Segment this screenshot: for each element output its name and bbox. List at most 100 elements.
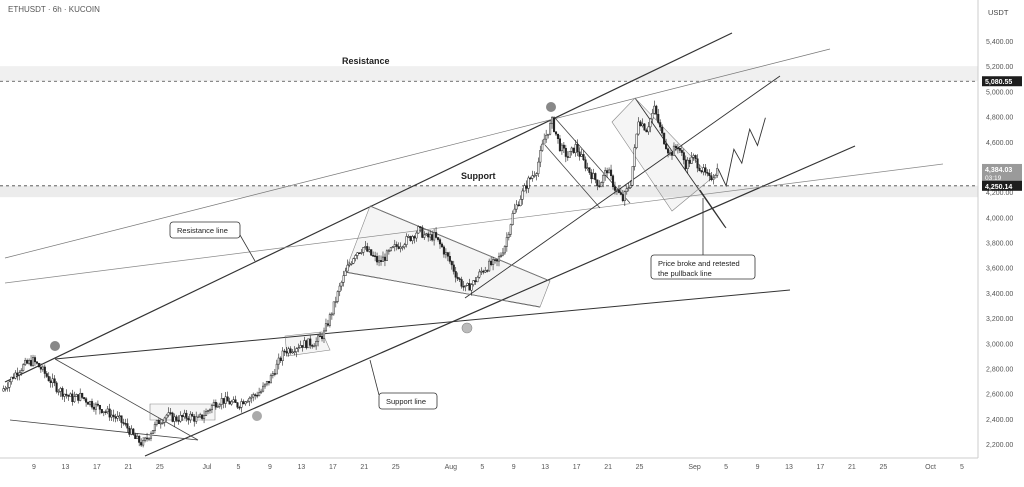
candle bbox=[452, 264, 455, 272]
candle bbox=[244, 401, 247, 405]
candle bbox=[446, 252, 449, 257]
candle bbox=[385, 250, 388, 261]
candle bbox=[566, 156, 569, 158]
candle bbox=[161, 422, 164, 424]
candle bbox=[435, 232, 438, 238]
candle bbox=[456, 276, 459, 279]
candle bbox=[423, 234, 426, 238]
candle bbox=[509, 224, 512, 235]
time-axis[interactable]: 9 13 17 21 25 Jul 5 9 13 17 21 25 Aug 5 9 13 17 21 25 Sep 5 9… bbox=[0, 457, 978, 471]
candle bbox=[116, 416, 119, 419]
candle bbox=[667, 148, 670, 154]
x-tick-label: 5 bbox=[724, 464, 728, 471]
candle bbox=[490, 260, 493, 266]
candle bbox=[43, 366, 46, 374]
candle bbox=[515, 204, 518, 210]
candle bbox=[684, 159, 687, 169]
candle bbox=[572, 147, 575, 154]
candle bbox=[692, 155, 695, 158]
candle bbox=[372, 254, 375, 257]
candle bbox=[222, 398, 225, 404]
candle bbox=[57, 391, 60, 393]
candle bbox=[568, 151, 571, 158]
thin-middle-line bbox=[4, 163, 944, 284]
candle bbox=[507, 233, 510, 238]
candle bbox=[588, 167, 591, 173]
candle bbox=[67, 395, 70, 397]
candle bbox=[37, 363, 40, 368]
candle bbox=[206, 410, 210, 412]
candle bbox=[248, 397, 251, 402]
price-axis[interactable]: USDT 2,200.00 2,400.00 2,600.00 2,800.00 3,00… bbox=[977, 0, 1024, 482]
wedge-pattern bbox=[344, 205, 551, 308]
candle bbox=[85, 398, 88, 403]
flag-left-upper bbox=[554, 117, 631, 204]
candle bbox=[619, 192, 622, 195]
candle bbox=[505, 237, 508, 247]
candle bbox=[462, 286, 465, 288]
candle bbox=[140, 442, 143, 446]
candle bbox=[403, 244, 406, 248]
candle bbox=[319, 335, 322, 338]
candle bbox=[419, 226, 422, 228]
candle bbox=[450, 261, 453, 266]
candle bbox=[193, 416, 196, 422]
candle bbox=[696, 158, 699, 169]
candle bbox=[147, 437, 151, 440]
currency-label: USDT bbox=[988, 8, 1009, 17]
resistance-line-callout-text: Resistance line bbox=[177, 226, 228, 235]
candle bbox=[232, 399, 235, 403]
price-tag bbox=[982, 76, 1022, 87]
candle bbox=[513, 208, 516, 214]
y-tick-label: 5,000.00 bbox=[986, 89, 1013, 96]
candle bbox=[151, 430, 154, 434]
candle bbox=[364, 246, 367, 248]
candle bbox=[49, 380, 52, 383]
candle bbox=[212, 402, 215, 406]
candle bbox=[592, 173, 595, 180]
resistance-zone bbox=[0, 66, 978, 82]
candle bbox=[110, 414, 113, 418]
candle bbox=[511, 213, 514, 225]
candle bbox=[556, 133, 560, 140]
candle bbox=[256, 394, 259, 397]
candle bbox=[478, 271, 481, 278]
lower-channel-line bbox=[144, 145, 856, 457]
candle bbox=[69, 393, 72, 397]
candle bbox=[14, 372, 17, 379]
x-tick-label: 25 bbox=[392, 464, 400, 471]
candle bbox=[350, 262, 353, 265]
candle bbox=[98, 405, 101, 410]
x-tick-label: Jul bbox=[203, 464, 212, 471]
candle bbox=[716, 168, 719, 176]
candle bbox=[92, 406, 96, 410]
y-tick-label: 4,800.00 bbox=[986, 115, 1013, 122]
candle bbox=[501, 252, 504, 256]
candle bbox=[30, 360, 33, 366]
candle bbox=[342, 275, 345, 283]
candle bbox=[440, 243, 444, 248]
candle bbox=[83, 397, 86, 400]
candle bbox=[470, 284, 473, 291]
candle bbox=[519, 199, 522, 206]
candle bbox=[41, 366, 44, 370]
candle bbox=[651, 113, 654, 120]
y-tick-label: 2,600.00 bbox=[986, 392, 1013, 399]
x-tick-label: 13 bbox=[541, 464, 549, 471]
candle bbox=[18, 372, 21, 376]
candle bbox=[273, 373, 276, 375]
candle bbox=[79, 392, 82, 401]
candle bbox=[545, 134, 548, 140]
candle bbox=[672, 145, 676, 156]
candle bbox=[529, 177, 532, 180]
candle bbox=[637, 121, 640, 135]
candle bbox=[214, 402, 217, 408]
pivot-marker bbox=[546, 102, 556, 112]
candle bbox=[332, 301, 335, 315]
x-tick-label: 21 bbox=[360, 464, 368, 471]
symbol-label: ETHUSDT · 6h · KUCOIN bbox=[8, 5, 100, 14]
y-tick-label: 2,200.00 bbox=[986, 442, 1013, 449]
candle bbox=[250, 396, 253, 399]
long-diagonal-line bbox=[54, 289, 791, 360]
candle bbox=[47, 376, 50, 382]
